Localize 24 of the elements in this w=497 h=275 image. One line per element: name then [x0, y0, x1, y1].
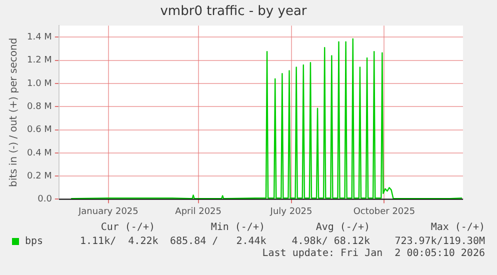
text: 685.84 / 2.44k	[170, 236, 266, 247]
text: Max (-/+)	[430, 222, 485, 233]
x-tick-label: April 2025	[175, 206, 222, 217]
x-tick-label: January 2025	[77, 206, 138, 217]
text: Avg (-/+)	[314, 222, 370, 233]
y-tick-label: 1.0 M	[26, 78, 52, 89]
x-tick-label: July 2025	[269, 206, 312, 217]
text: Last update: Fri Jan 2 00:05:10 2026	[261, 248, 485, 259]
text: 4.98k/ 68.12k	[290, 236, 370, 247]
legend-label: bps	[25, 236, 44, 247]
y-tick-label: 0.4 M	[26, 148, 52, 158]
y-tick-label: 0.2 M	[26, 171, 52, 182]
y-tick-label: 0.0	[38, 194, 52, 205]
y-tick-label: 1.2 M	[26, 56, 52, 66]
text: Cur (-/+)	[100, 222, 155, 233]
y-tick-label: 0.8 M	[26, 102, 52, 112]
text: Min (-/+)	[210, 222, 265, 233]
x-tick-label: October 2025	[353, 206, 416, 217]
y-axis-title: bits in (-) / out (+) per second	[8, 38, 20, 188]
y-tick-label: 0.6 M	[26, 125, 52, 136]
chart-title: vmbr0 traffic - by year	[160, 4, 308, 20]
text: 1.11k/ 4.22k	[80, 236, 158, 247]
text: 723.97k/119.30M	[394, 236, 485, 247]
y-tick-label: 1.4 M	[26, 32, 52, 43]
